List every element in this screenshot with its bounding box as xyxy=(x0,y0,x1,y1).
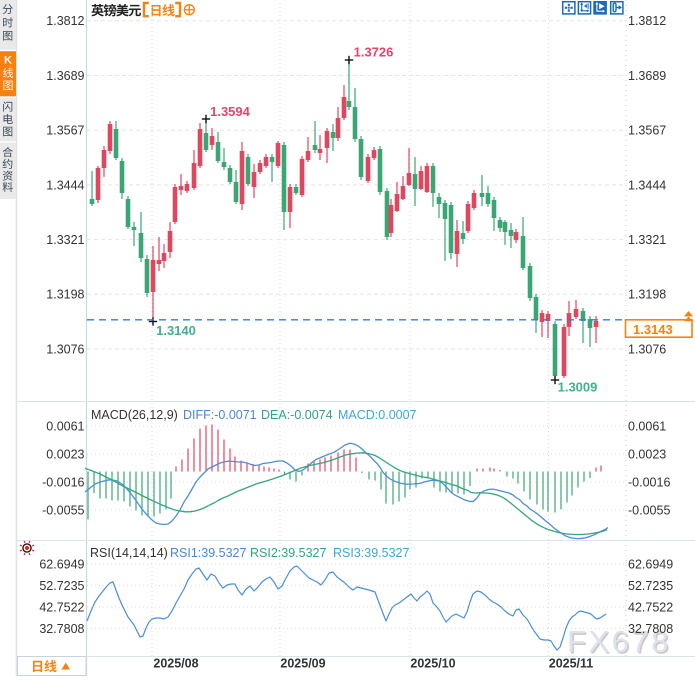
svg-text:2025/10: 2025/10 xyxy=(410,657,455,671)
svg-text:0.0061: 0.0061 xyxy=(628,419,666,433)
svg-text:0.0023: 0.0023 xyxy=(628,447,666,461)
svg-text:MACD(26,12,9): MACD(26,12,9) xyxy=(91,408,178,422)
svg-text:1.3567: 1.3567 xyxy=(46,124,84,138)
svg-text:0.0023: 0.0023 xyxy=(46,447,84,461)
svg-text:1.3812: 1.3812 xyxy=(46,14,84,28)
svg-text:62.6949: 62.6949 xyxy=(628,557,673,571)
svg-text:RSI3:39.5327: RSI3:39.5327 xyxy=(333,546,409,560)
svg-text:1.3076: 1.3076 xyxy=(46,342,84,356)
svg-text:0.0061: 0.0061 xyxy=(46,419,84,433)
svg-text:1.3009: 1.3009 xyxy=(558,380,598,395)
svg-text:-0.0055: -0.0055 xyxy=(42,503,84,517)
svg-text:FX678: FX678 xyxy=(569,626,673,661)
svg-text:1.3567: 1.3567 xyxy=(628,124,666,138)
svg-text:-0.0016: -0.0016 xyxy=(42,475,84,489)
svg-text:1.3444: 1.3444 xyxy=(46,178,84,192)
svg-text:1.3198: 1.3198 xyxy=(46,288,84,302)
svg-text:2025/11: 2025/11 xyxy=(549,657,594,671)
svg-text:32.7808: 32.7808 xyxy=(39,622,84,636)
svg-text:FX678: FX678 xyxy=(567,624,671,659)
svg-text:MACD:0.0007: MACD:0.0007 xyxy=(338,408,417,422)
svg-text:1.3594: 1.3594 xyxy=(210,104,251,119)
svg-text:-0.0055: -0.0055 xyxy=(628,503,670,517)
svg-text:1.3812: 1.3812 xyxy=(628,14,666,28)
svg-text:RSI(14,14,14): RSI(14,14,14) xyxy=(90,546,168,560)
svg-text:1.3076: 1.3076 xyxy=(628,342,666,356)
svg-text:1.3321: 1.3321 xyxy=(628,233,666,247)
svg-text:62.6949: 62.6949 xyxy=(39,557,84,571)
svg-text:1.3198: 1.3198 xyxy=(628,288,666,302)
svg-text:DIFF:-0.0071: DIFF:-0.0071 xyxy=(183,408,257,422)
svg-text:-0.0016: -0.0016 xyxy=(628,475,670,489)
svg-text:1.3140: 1.3140 xyxy=(156,323,196,338)
svg-text:32.7808: 32.7808 xyxy=(628,622,673,636)
svg-text:RSI1:39.5327: RSI1:39.5327 xyxy=(170,546,246,560)
svg-text:1.3726: 1.3726 xyxy=(354,45,394,60)
svg-text:2025/08: 2025/08 xyxy=(153,657,198,671)
svg-text:52.7235: 52.7235 xyxy=(39,579,84,593)
svg-text:42.7522: 42.7522 xyxy=(39,600,84,614)
svg-text:2025/09: 2025/09 xyxy=(280,657,325,671)
svg-text:RSI2:39.5327: RSI2:39.5327 xyxy=(250,546,326,560)
svg-text:1.3321: 1.3321 xyxy=(46,233,84,247)
svg-text:42.7522: 42.7522 xyxy=(628,600,673,614)
svg-text:1.3444: 1.3444 xyxy=(628,178,666,192)
svg-text:1.3689: 1.3689 xyxy=(46,69,84,83)
svg-text:1.3143: 1.3143 xyxy=(633,322,673,337)
svg-text:52.7235: 52.7235 xyxy=(628,579,673,593)
svg-text:1.3689: 1.3689 xyxy=(628,69,666,83)
svg-text:K: K xyxy=(4,55,12,67)
svg-text:DEA:-0.0074: DEA:-0.0074 xyxy=(261,408,333,422)
